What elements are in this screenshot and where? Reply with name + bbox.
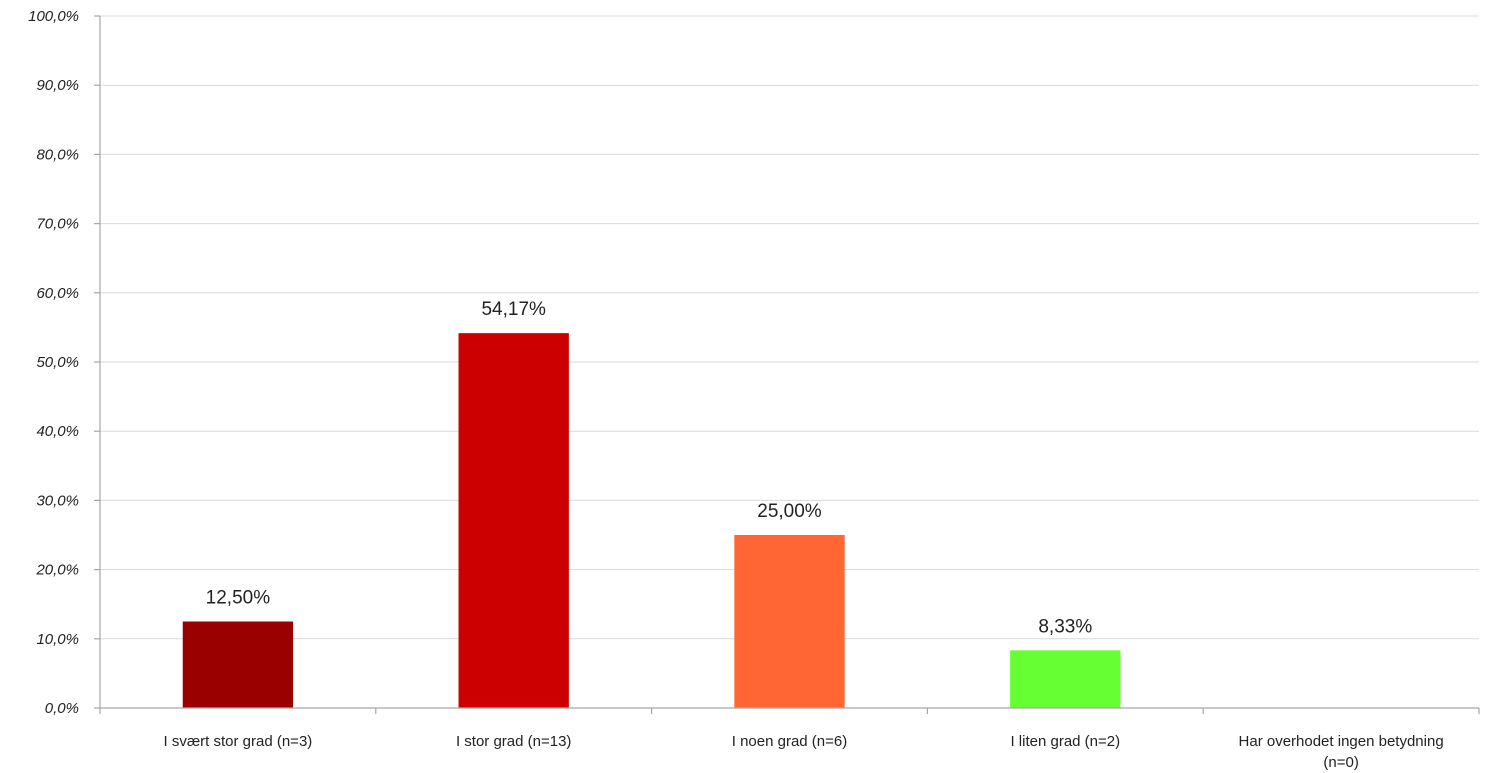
labels: 0,0% 10,0% 20,0% 30,0% 40,0% 50,0% 60,0% 70,0% 8… bbox=[28, 8, 1444, 771]
y-tick-label: 70,0% bbox=[36, 216, 79, 233]
data-label: 12,50% bbox=[206, 588, 271, 609]
gridlines bbox=[100, 15, 1479, 640]
y-tick-label: 0,0% bbox=[45, 700, 79, 717]
x-tick-label: I svært stor grad (n=3) bbox=[163, 733, 312, 750]
y-tick-label: 50,0% bbox=[36, 354, 79, 371]
data-label: 54,17% bbox=[481, 299, 546, 320]
bar bbox=[1010, 650, 1121, 708]
y-tick-label: 90,0% bbox=[36, 77, 79, 94]
x-tick-label: I noen grad (n=6) bbox=[732, 733, 848, 750]
y-tick-label: 30,0% bbox=[36, 492, 79, 509]
bar bbox=[458, 333, 569, 708]
y-tick-label: 10,0% bbox=[36, 631, 79, 648]
bar bbox=[182, 621, 294, 708]
x-tick-label: I stor grad (n=13) bbox=[456, 733, 571, 750]
data-label: 8,33% bbox=[1038, 616, 1092, 637]
bar bbox=[734, 535, 845, 708]
y-tick-label: 40,0% bbox=[36, 423, 79, 440]
bars bbox=[182, 333, 1121, 708]
axes bbox=[94, 15, 1480, 714]
data-label: 25,00% bbox=[757, 501, 822, 522]
y-tick-label: 100,0% bbox=[28, 8, 79, 25]
x-tick-label: I liten grad (n=2) bbox=[1010, 733, 1120, 750]
x-tick-label: (n=0) bbox=[1323, 754, 1358, 771]
y-tick-label: 20,0% bbox=[35, 562, 79, 579]
y-tick-label: 80,0% bbox=[36, 146, 79, 163]
x-tick-label: Har overhodet ingen betydning bbox=[1239, 733, 1444, 750]
y-tick-label: 60,0% bbox=[36, 285, 79, 302]
